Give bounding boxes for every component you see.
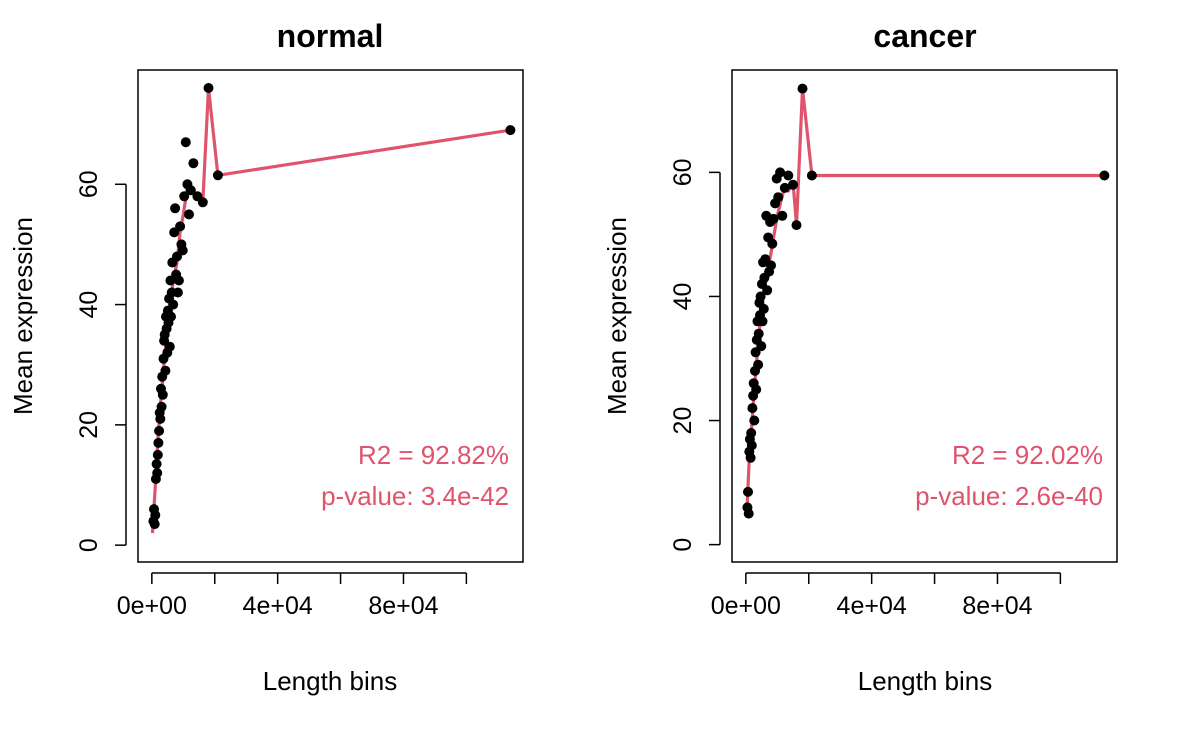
data-point (755, 291, 766, 302)
data-point (751, 384, 762, 395)
y-tick-label: 20 (669, 407, 697, 435)
x-tick-label: 4e+04 (243, 592, 313, 620)
data-point (173, 275, 184, 286)
data-point (157, 389, 168, 400)
data-point (185, 185, 196, 196)
data-point (177, 245, 188, 256)
data-point (758, 303, 769, 314)
y-tick-label: 40 (669, 283, 697, 311)
x-tick-label: 4e+04 (837, 592, 907, 620)
data-point (153, 437, 164, 448)
p-value-annotation: p-value: 2.6e-40 (915, 481, 1103, 511)
data-point (762, 285, 773, 296)
y-axis: 0 20 40 60 (669, 158, 721, 552)
data-point (753, 359, 764, 370)
data-point (779, 182, 790, 193)
y-axis: 0 20 40 60 (75, 170, 127, 552)
x-tick-label: 8e+04 (962, 592, 1032, 620)
y-tick-label: 40 (75, 291, 103, 319)
plot-frame (137, 69, 524, 563)
data-point (170, 203, 181, 214)
data-point (152, 468, 163, 478)
x-tick-label: 0e+00 (711, 592, 781, 620)
y-tick-label: 0 (669, 538, 697, 552)
data-point (766, 260, 776, 271)
data-point (212, 170, 223, 181)
data-point (777, 210, 788, 221)
data-point (757, 316, 768, 327)
data-points (742, 83, 1110, 519)
data-point (768, 213, 779, 224)
p-value-annotation: p-value: 3.4e-42 (321, 481, 509, 511)
data-point (188, 158, 199, 169)
data-point (791, 220, 802, 231)
data-point (197, 197, 208, 208)
data-point (783, 170, 794, 181)
data-point (745, 452, 756, 463)
data-point (806, 170, 817, 181)
data-point (154, 425, 165, 436)
data-point (172, 287, 183, 298)
data-point (179, 191, 190, 202)
panel-cancer: cancer 0e+00 4e+04 8e+04 0 20 40 60 Length bi… (602, 18, 1118, 696)
data-point (168, 299, 179, 310)
data-point (788, 179, 798, 190)
data-point (175, 221, 186, 232)
data-point (150, 510, 161, 521)
y-axis-label: Mean expression (8, 217, 38, 415)
data-point (505, 125, 516, 136)
data-point (203, 83, 214, 93)
data-point (749, 415, 760, 426)
x-tick-label: 0e+00 (117, 592, 187, 620)
data-point (767, 238, 778, 249)
data-point (746, 428, 757, 438)
data-point (746, 440, 757, 451)
data-point (747, 403, 758, 414)
y-tick-label: 20 (75, 411, 103, 439)
x-axis: 0e+00 4e+04 8e+04 (117, 572, 468, 620)
data-point (184, 209, 194, 220)
data-point (152, 449, 163, 460)
data-point (155, 413, 166, 424)
data-point (166, 311, 176, 322)
data-point (149, 519, 160, 530)
x-axis-label: Length bins (263, 666, 397, 696)
y-tick-label: 60 (669, 158, 697, 186)
chart-title: normal (277, 18, 384, 54)
plot-frame (731, 69, 1118, 563)
r2-annotation: R2 = 92.02% (952, 440, 1103, 470)
data-point (164, 341, 175, 352)
y-tick-label: 0 (75, 538, 103, 552)
x-tick-label: 8e+04 (368, 592, 438, 620)
data-point (151, 459, 162, 469)
chart-title: cancer (873, 18, 976, 54)
data-point (743, 486, 753, 497)
data-point (773, 192, 784, 203)
x-axis-label: Length bins (858, 666, 992, 696)
r2-annotation: R2 = 92.82% (358, 440, 509, 470)
y-axis-label: Mean expression (602, 217, 632, 415)
data-point (775, 167, 786, 178)
data-point (756, 341, 767, 352)
data-point (797, 83, 808, 94)
x-axis: 0e+00 4e+04 8e+04 (711, 572, 1062, 620)
data-point (160, 365, 171, 376)
data-points (148, 83, 516, 530)
data-point (1099, 170, 1110, 181)
data-point (743, 508, 754, 519)
data-point (180, 137, 191, 148)
y-tick-label: 60 (75, 170, 103, 198)
panel-normal: normal 0e+00 4e+04 8e+04 0 20 40 60 Length bi… (8, 18, 524, 696)
data-point (156, 401, 167, 412)
data-point (753, 328, 764, 339)
